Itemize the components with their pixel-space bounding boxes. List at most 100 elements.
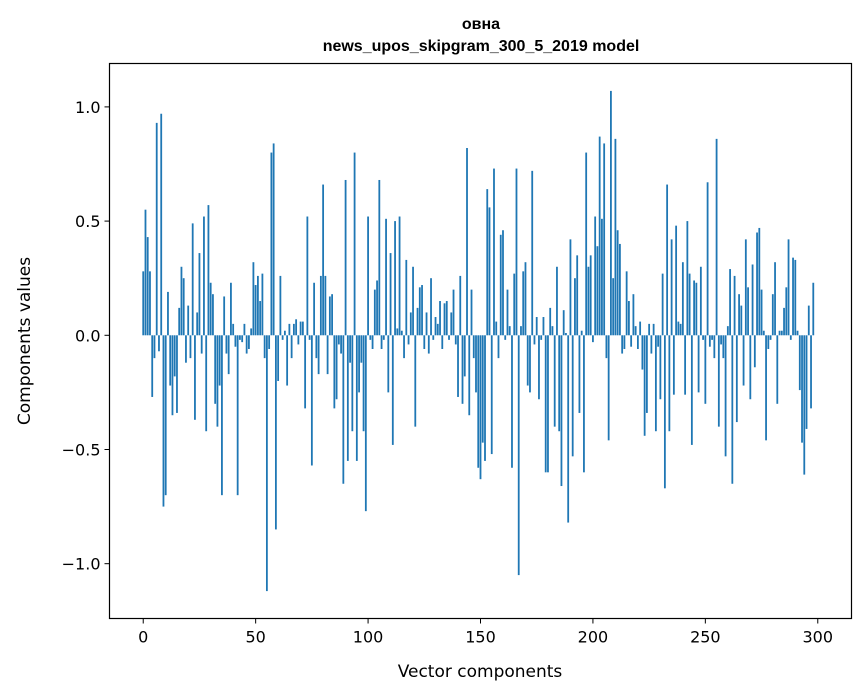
bar: [511, 335, 513, 468]
bar: [436, 323, 439, 336]
bar: [556, 266, 558, 336]
chart-title: овна: [462, 16, 500, 33]
bar: [468, 335, 471, 416]
bar: [430, 278, 432, 336]
bar: [502, 230, 504, 336]
bar: [223, 296, 226, 336]
bar: [549, 307, 552, 336]
bar: [690, 335, 693, 445]
bar: [466, 148, 468, 336]
bar: [185, 335, 187, 363]
bar: [212, 294, 214, 336]
bar: [574, 278, 576, 336]
bar: [313, 282, 316, 336]
bar: [672, 335, 675, 395]
x-tick-label: 150: [465, 628, 496, 647]
bar: [708, 335, 711, 347]
bar: [481, 335, 484, 443]
bar: [704, 335, 707, 404]
bar: [499, 234, 502, 336]
bar: [232, 323, 235, 336]
bar: [268, 335, 271, 349]
bar: [189, 335, 192, 359]
bar: [306, 216, 309, 336]
bar: [427, 335, 430, 354]
bar: [713, 335, 716, 359]
bar: [560, 335, 563, 487]
bar: [283, 330, 286, 336]
bar: [263, 335, 266, 359]
bar: [187, 305, 190, 336]
bar: [702, 335, 704, 340]
bar: [765, 335, 767, 441]
bar: [315, 335, 318, 359]
bar: [776, 335, 779, 404]
bar: [652, 323, 655, 336]
bar: [497, 335, 500, 359]
x-tick-label: 100: [353, 628, 384, 647]
bar: [340, 335, 342, 354]
bar: [742, 335, 745, 386]
bar: [178, 307, 181, 336]
x-axis-ticks: 0 50 100 150 200 250 300: [138, 618, 833, 647]
bar: [182, 278, 185, 336]
bar: [142, 271, 145, 336]
y-tick-label: 0.5: [75, 212, 100, 231]
bar: [207, 205, 210, 336]
bar: [684, 335, 687, 395]
bar: [371, 335, 374, 349]
x-axis-label: Vector components: [398, 662, 563, 682]
y-tick-label: 0.0: [75, 326, 100, 345]
bar: [693, 280, 696, 336]
bar: [614, 138, 617, 336]
bar: [209, 282, 212, 336]
bar: [587, 266, 590, 336]
bar: [751, 264, 754, 336]
bar: [295, 319, 298, 336]
bar: [538, 335, 540, 400]
bar: [706, 182, 709, 336]
bar: [391, 335, 394, 445]
bar: [585, 152, 588, 336]
bar: [495, 321, 498, 336]
bar: [243, 323, 246, 336]
bar: [699, 266, 702, 336]
bar: [720, 335, 722, 345]
bar: [250, 328, 253, 336]
bar: [196, 312, 199, 336]
bar: [558, 335, 561, 432]
bar: [475, 335, 477, 393]
bar: [394, 221, 396, 336]
bar: [594, 216, 597, 336]
bar: [288, 323, 291, 336]
bar: [798, 335, 801, 391]
bar: [373, 289, 376, 336]
bar: [200, 335, 203, 354]
bar: [778, 330, 781, 336]
bar: [610, 90, 612, 336]
bar: [807, 305, 810, 336]
bar: [668, 335, 671, 432]
bar: [445, 301, 448, 336]
bar: [641, 335, 644, 370]
bar: [412, 266, 414, 336]
bar: [493, 168, 495, 336]
bar: [654, 335, 657, 432]
bar: [681, 262, 684, 336]
x-tick-label: 250: [690, 628, 721, 647]
bar: [337, 335, 340, 345]
bar: [477, 335, 480, 468]
bar: [259, 301, 262, 336]
bar: [322, 184, 325, 336]
y-tick-label: −1.0: [62, 555, 101, 574]
bar: [194, 335, 196, 420]
bar: [403, 335, 405, 359]
bar: [722, 335, 725, 359]
x-tick-label: 300: [802, 628, 833, 647]
bar: [158, 335, 160, 352]
bar: [731, 335, 734, 484]
bar: [279, 275, 282, 336]
bar: [457, 335, 459, 397]
bar: [378, 179, 381, 336]
bar: [771, 294, 774, 336]
